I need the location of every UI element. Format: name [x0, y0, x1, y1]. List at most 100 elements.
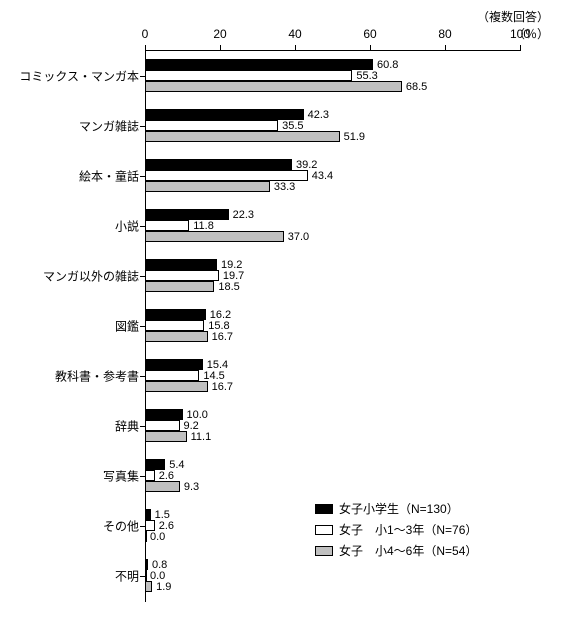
category-group: 絵本・童話39.243.433.3: [145, 159, 520, 192]
category-label: 教科書・参考書: [4, 367, 145, 384]
value-label: 9.2: [184, 421, 199, 432]
bar-g1_3: [145, 70, 352, 81]
value-label: 51.9: [344, 132, 365, 143]
value-label: 0.0: [150, 571, 165, 582]
legend-item: 女子 小4～6年（N=54）: [315, 542, 477, 559]
category-label: その他: [4, 517, 145, 534]
value-label: 1.5: [155, 510, 170, 521]
category-group: 教科書・参考書15.414.516.7: [145, 359, 520, 392]
value-label: 16.7: [212, 382, 233, 393]
value-label: 15.4: [207, 360, 228, 371]
value-label: 9.3: [184, 482, 199, 493]
legend-swatch: [315, 504, 333, 514]
legend-swatch: [315, 546, 333, 556]
value-label: 42.3: [308, 110, 329, 121]
bar-all: [145, 209, 229, 220]
bar-g4_6: [145, 231, 284, 242]
value-label: 35.5: [282, 121, 303, 132]
value-label: 10.0: [187, 410, 208, 421]
bar-g4_6: [145, 331, 208, 342]
value-label: 55.3: [356, 71, 377, 82]
value-label: 1.9: [156, 582, 171, 593]
value-label: 16.7: [212, 332, 233, 343]
bar-g1_3: [145, 270, 219, 281]
category-label: 図鑑: [4, 317, 145, 334]
value-label: 68.5: [406, 82, 427, 93]
bar-all: [145, 309, 206, 320]
value-label: 43.4: [312, 171, 333, 182]
category-label: 絵本・童話: [4, 167, 145, 184]
category-group: マンガ以外の雑誌19.219.718.5: [145, 259, 520, 292]
x-tick-mark: [220, 45, 221, 51]
bar-all: [145, 59, 373, 70]
category-label: マンガ雑誌: [4, 117, 145, 134]
x-tick-label: 0: [142, 27, 149, 41]
bar-g1_3: [145, 220, 189, 231]
x-tick-label: 20: [213, 27, 226, 41]
x-tick-label: 40: [288, 27, 301, 41]
legend-label: 女子小学生（N=130）: [339, 500, 459, 517]
x-tick-mark: [445, 45, 446, 51]
x-tick-label: 100: [510, 27, 530, 41]
x-tick-mark: [520, 45, 521, 51]
bar-g4_6: [145, 281, 214, 292]
bar-g4_6: [145, 181, 270, 192]
category-label: 辞典: [4, 417, 145, 434]
value-label: 16.2: [210, 310, 231, 321]
bar-g1_3: [145, 170, 308, 181]
bar-g4_6: [145, 481, 180, 492]
value-label: 2.6: [159, 471, 174, 482]
value-label: 19.7: [223, 271, 244, 282]
bar-g1_3: [145, 420, 180, 431]
value-label: 11.8: [193, 221, 214, 232]
bar-g1_3: [145, 470, 155, 481]
value-label: 14.5: [203, 371, 224, 382]
bar-g1_3: [145, 320, 204, 331]
bar-g1_3: [145, 570, 147, 581]
category-group: 図鑑16.215.816.7: [145, 309, 520, 342]
category-group: 不明0.80.01.9: [145, 559, 520, 592]
bar-g1_3: [145, 370, 199, 381]
survey-bar-chart: （複数回答）（％）020406080100コミックス・マンガ本60.855.36…: [0, 0, 569, 620]
bar-all: [145, 359, 203, 370]
category-group: マンガ雑誌42.335.551.9: [145, 109, 520, 142]
category-label: 写真集: [4, 467, 145, 484]
value-label: 18.5: [218, 282, 239, 293]
bar-g4_6: [145, 531, 147, 542]
value-label: 22.3: [233, 210, 254, 221]
category-label: 小説: [4, 217, 145, 234]
bar-all: [145, 459, 165, 470]
value-label: 15.8: [208, 321, 229, 332]
bar-g4_6: [145, 81, 402, 92]
bar-g1_3: [145, 520, 155, 531]
x-tick-label: 80: [438, 27, 451, 41]
value-label: 11.1: [191, 432, 212, 443]
x-tick-mark: [295, 45, 296, 51]
bar-g4_6: [145, 431, 187, 442]
value-label: 60.8: [377, 60, 398, 71]
legend-item: 女子 小1～3年（N=76）: [315, 521, 477, 538]
bar-all: [145, 509, 151, 520]
value-label: 39.2: [296, 160, 317, 171]
legend-label: 女子 小4～6年（N=54）: [339, 542, 477, 559]
category-group: 辞典10.09.211.1: [145, 409, 520, 442]
category-label: 不明: [4, 567, 145, 584]
bar-g4_6: [145, 131, 340, 142]
bar-all: [145, 409, 183, 420]
legend-label: 女子 小1～3年（N=76）: [339, 521, 477, 538]
bar-g1_3: [145, 120, 278, 131]
value-label: 37.0: [288, 232, 309, 243]
category-group: コミックス・マンガ本60.855.368.5: [145, 59, 520, 92]
value-label: 0.0: [150, 532, 165, 543]
legend-item: 女子小学生（N=130）: [315, 500, 477, 517]
category-group: 写真集5.42.69.3: [145, 459, 520, 492]
x-tick-label: 60: [363, 27, 376, 41]
bar-g4_6: [145, 381, 208, 392]
legend: 女子小学生（N=130） 女子 小1～3年（N=76） 女子 小4～6年（N=54）: [315, 500, 477, 563]
value-label: 0.8: [152, 560, 167, 571]
x-tick-mark: [370, 45, 371, 51]
value-label: 5.4: [169, 460, 184, 471]
value-label: 2.6: [159, 521, 174, 532]
bar-all: [145, 159, 292, 170]
category-label: マンガ以外の雑誌: [4, 267, 145, 284]
